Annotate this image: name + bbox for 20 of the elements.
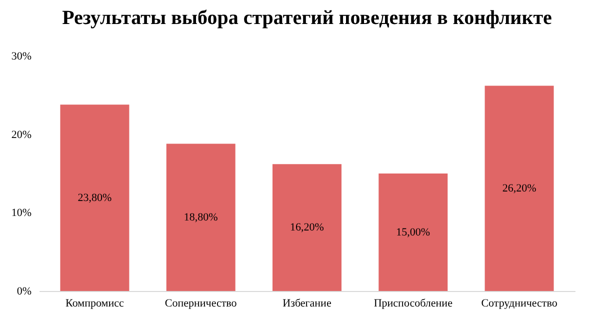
- y-tick-label: 10%: [11, 207, 32, 220]
- bar: [484, 86, 554, 291]
- data-label: 23,80%: [78, 192, 112, 204]
- bar: [378, 174, 448, 291]
- x-tick-label: Избегание: [282, 298, 332, 310]
- bar: [272, 164, 342, 291]
- x-tick-label: Приспособление: [374, 298, 453, 310]
- data-label: 18,80%: [184, 211, 218, 224]
- y-tick-label: 20%: [11, 128, 32, 141]
- x-tick-label: Компромисс: [66, 298, 124, 310]
- x-tick-label: Сотрудничество: [481, 298, 558, 310]
- bar: [166, 144, 236, 291]
- y-tick-label: 0%: [16, 286, 32, 298]
- data-label: 26,20%: [502, 182, 536, 194]
- bar: [60, 104, 130, 291]
- data-label: 15,00%: [396, 226, 430, 238]
- data-label: 16,20%: [290, 222, 324, 234]
- x-tick-label: Соперничество: [164, 298, 238, 310]
- chart-title: Результаты выбора стратегий поведения в конфликте: [62, 7, 552, 29]
- y-tick-label: 30%: [11, 50, 32, 62]
